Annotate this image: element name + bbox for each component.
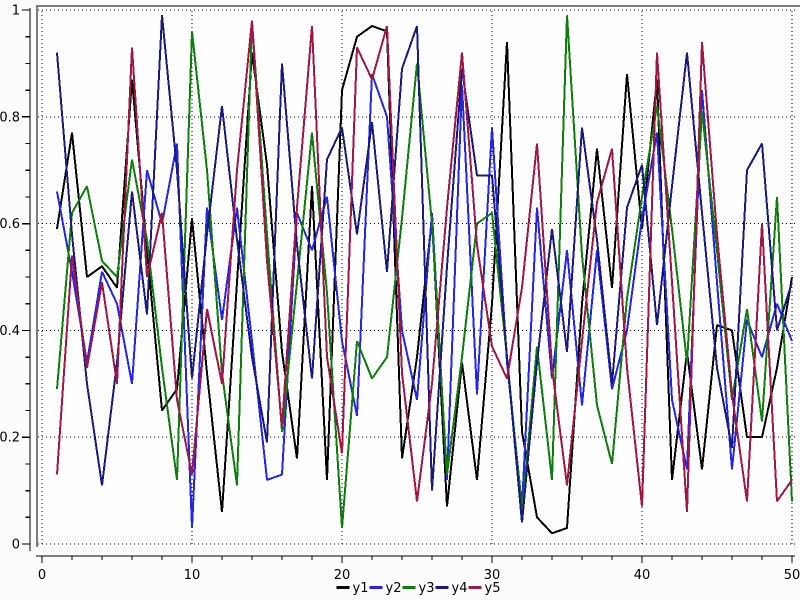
legend-item-y1: y1 [336,581,369,596]
legend-item-y3: y3 [402,581,435,596]
y-tick-labels: 0 0.2 0.4 0.6 0.8 1 [0,4,20,553]
legend-label-y2: y2 [386,581,402,596]
legend-label-y4: y4 [452,581,468,596]
y-tick-label: 0.4 [0,324,20,339]
legend-item-y5: y5 [468,581,501,596]
x-tick-label: 50 [784,568,800,583]
x-tick-label: 20 [334,568,351,583]
x-tick-label: 40 [634,568,651,583]
y-tick-label: 1 [12,4,20,19]
x-tick-labels: 0 10 20 30 40 50 [38,568,800,583]
plot-grid [38,9,797,545]
legend-label-y3: y3 [419,581,435,596]
legend-item-y2: y2 [369,581,402,596]
plot-area [36,5,800,547]
y-tick-label: 0 [12,538,20,553]
y-tick-label: 0.6 [0,217,20,232]
series-group [56,15,793,535]
series-line-y5 [56,20,793,513]
legend: y1 y2 y3 y4 y5 [336,581,501,596]
x-axis [36,555,795,563]
y-axis [22,8,31,551]
x-tick-label: 30 [484,568,501,583]
x-tick-label: 0 [38,568,46,583]
x-tick-label: 10 [184,568,201,583]
legend-label-y5: y5 [485,581,501,596]
y-tick-label: 0.8 [0,110,20,125]
y-tick-label: 0.2 [0,431,20,446]
legend-label-y1: y1 [353,581,369,596]
plot-frame [35,4,800,547]
series-line-y4 [56,15,793,523]
legend-item-y4: y4 [435,581,468,596]
